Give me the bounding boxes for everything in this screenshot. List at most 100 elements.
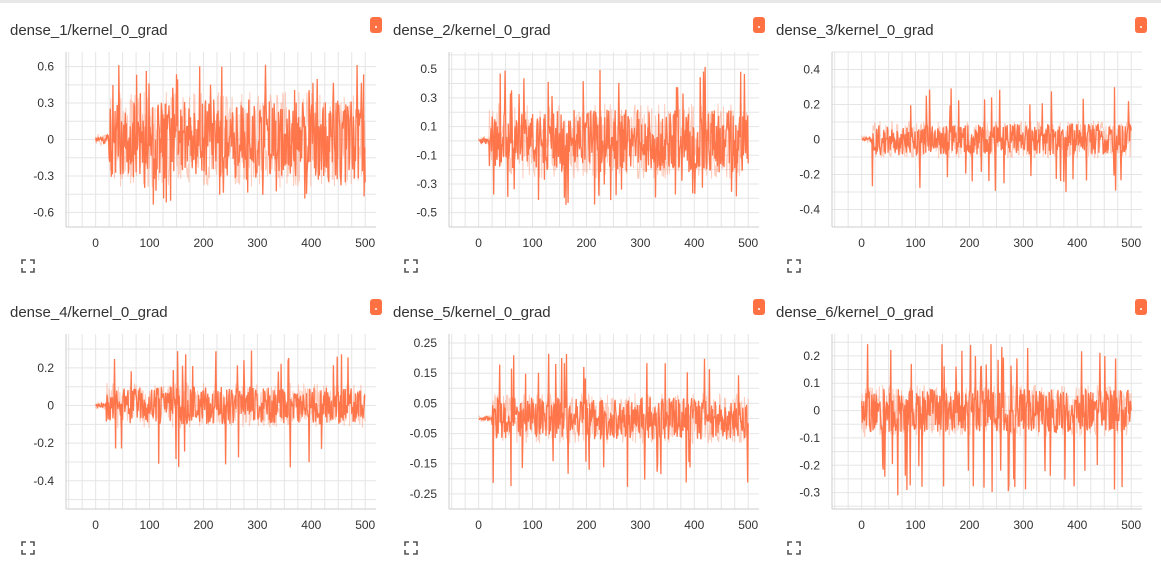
series-line — [478, 66, 749, 205]
y-tick-label: 0 — [813, 404, 820, 418]
x-tick-label: 400 — [684, 518, 704, 532]
y-tick-label: -0.25 — [410, 487, 438, 501]
x-tick-label: 100 — [906, 236, 926, 250]
x-tick-label: 200 — [576, 236, 596, 250]
chart-title: dense_4/kernel_0_grad — [10, 304, 168, 321]
fullscreen-icon — [404, 259, 418, 273]
y-tick-label: -0.2 — [799, 458, 820, 472]
expand-icon[interactable] — [20, 540, 36, 556]
y-tick-label: -0.4 — [799, 203, 820, 217]
y-tick-label: 0.1 — [803, 376, 820, 390]
fullscreen-icon — [21, 259, 35, 273]
y-tick-label: -0.4 — [33, 474, 54, 488]
line-chart: 0.2 0.1 0 -0.1 -0.2 -0.3 0 100 200 300 400 500 — [799, 334, 1142, 532]
y-tick-label: -0.1 — [416, 148, 437, 162]
line-chart: 0.2 0 -0.2 -0.4 0 100 200 300 400 500 — [33, 334, 376, 532]
y-tick-label: 0.6 — [37, 60, 54, 74]
expand-icon[interactable] — [786, 540, 802, 556]
x-tick-label: 400 — [301, 518, 321, 532]
expand-icon[interactable] — [20, 258, 36, 274]
x-tick-label: 400 — [1067, 518, 1087, 532]
x-tick-label: 0 — [475, 236, 482, 250]
x-tick-label: 0 — [858, 236, 865, 250]
y-tick-label: 0.2 — [803, 98, 820, 112]
expand-icon[interactable] — [403, 258, 419, 274]
expand-icon[interactable] — [403, 540, 419, 556]
y-tick-label: -0.3 — [33, 169, 54, 183]
y-tick-label: 0.3 — [37, 96, 54, 110]
y-tick-label: -0.15 — [410, 457, 438, 471]
series-line — [478, 353, 749, 487]
x-tick-label: 400 — [684, 236, 704, 250]
run-color-badge-icon[interactable] — [1135, 17, 1147, 33]
chart-title: dense_1/kernel_0_grad — [10, 22, 168, 39]
x-tick-label: 200 — [576, 518, 596, 532]
x-tick-label: 300 — [630, 236, 650, 250]
y-tick-label: 0.3 — [420, 91, 437, 105]
y-tick-label: 0 — [813, 133, 820, 147]
run-color-badge-icon[interactable] — [753, 299, 765, 315]
y-tick-label: -0.6 — [33, 205, 54, 219]
y-tick-label: 0.4 — [803, 63, 820, 77]
fullscreen-icon — [787, 259, 801, 273]
x-tick-label: 100 — [523, 518, 543, 532]
x-tick-label: 100 — [906, 518, 926, 532]
fullscreen-icon — [404, 541, 418, 555]
x-tick-label: 500 — [1121, 236, 1141, 250]
y-tick-label: 0.15 — [414, 366, 438, 380]
chart-card: dense_6/kernel_0_grad 0.2 0.1 0 -0.1 -0.2 -0.3… — [766, 282, 1147, 564]
x-tick-label: 500 — [355, 518, 375, 532]
x-tick-label: 200 — [959, 236, 979, 250]
chart-card: dense_1/kernel_0_grad 0.6 0.3 0 -0.3 -0.6 0 100… — [0, 0, 382, 282]
chart-title: dense_2/kernel_0_grad — [393, 22, 551, 39]
y-tick-label: -0.3 — [799, 486, 820, 500]
fullscreen-icon — [21, 541, 35, 555]
line-chart: 0.5 0.3 0.1 -0.1 -0.3 -0.5 0 100 200 300 400 500 — [416, 52, 759, 250]
x-tick-label: 300 — [630, 518, 650, 532]
x-tick-label: 300 — [247, 236, 267, 250]
x-tick-label: 300 — [1013, 236, 1033, 250]
chart-title: dense_6/kernel_0_grad — [776, 304, 934, 321]
x-tick-label: 0 — [92, 236, 99, 250]
x-tick-label: 100 — [523, 236, 543, 250]
chart-card: dense_2/kernel_0_grad 0.5 0.3 0.1 -0.1 -0.3 -0… — [383, 0, 765, 282]
y-tick-label: -0.2 — [33, 436, 54, 450]
x-tick-label: 100 — [140, 518, 160, 532]
run-color-badge-icon[interactable] — [370, 17, 382, 33]
chart-title: dense_3/kernel_0_grad — [776, 22, 934, 39]
x-tick-label: 0 — [475, 518, 482, 532]
x-tick-label: 500 — [355, 236, 375, 250]
fullscreen-icon — [787, 541, 801, 555]
y-tick-label: 0.2 — [37, 361, 54, 375]
y-tick-label: 0.25 — [414, 336, 438, 350]
chart-card: dense_4/kernel_0_grad 0.2 0 -0.2 -0.4 0 100 200… — [0, 282, 382, 564]
y-tick-label: -0.3 — [416, 177, 437, 191]
y-tick-label: 0.5 — [420, 62, 437, 76]
x-tick-label: 200 — [193, 236, 213, 250]
series-line — [95, 350, 366, 468]
y-tick-label: -0.2 — [799, 168, 820, 182]
y-tick-label: 0.1 — [420, 120, 437, 134]
y-tick-label: -0.05 — [410, 427, 438, 441]
line-chart: 0.6 0.3 0 -0.3 -0.6 0 100 200 300 400 500 — [33, 52, 376, 250]
run-color-badge-icon[interactable] — [753, 17, 765, 33]
series-line — [95, 64, 366, 205]
series-line — [861, 87, 1132, 192]
line-chart: 0.4 0.2 0 -0.2 -0.4 0 100 200 300 400 500 — [799, 51, 1142, 250]
chart-card: dense_3/kernel_0_grad 0.4 0.2 0 -0.2 -0.4 0 100… — [766, 0, 1147, 282]
y-tick-label: 0 — [47, 133, 54, 147]
top-divider — [0, 0, 1161, 3]
x-tick-label: 500 — [1121, 518, 1141, 532]
x-tick-label: 200 — [959, 518, 979, 532]
expand-icon[interactable] — [786, 258, 802, 274]
run-color-badge-icon[interactable] — [1135, 299, 1147, 315]
line-chart: 0.25 0.15 0.05 -0.05 -0.15 -0.25 0 100 200 300 400… — [410, 334, 759, 532]
y-tick-label: -0.5 — [416, 206, 437, 220]
x-tick-label: 0 — [92, 518, 99, 532]
y-tick-label: 0.05 — [414, 396, 438, 410]
x-tick-label: 300 — [1013, 518, 1033, 532]
run-color-badge-icon[interactable] — [370, 299, 382, 315]
x-tick-label: 100 — [140, 236, 160, 250]
x-tick-label: 200 — [193, 518, 213, 532]
chart-card: dense_5/kernel_0_grad 0.25 0.15 0.05 -0.05 -0… — [383, 282, 765, 564]
